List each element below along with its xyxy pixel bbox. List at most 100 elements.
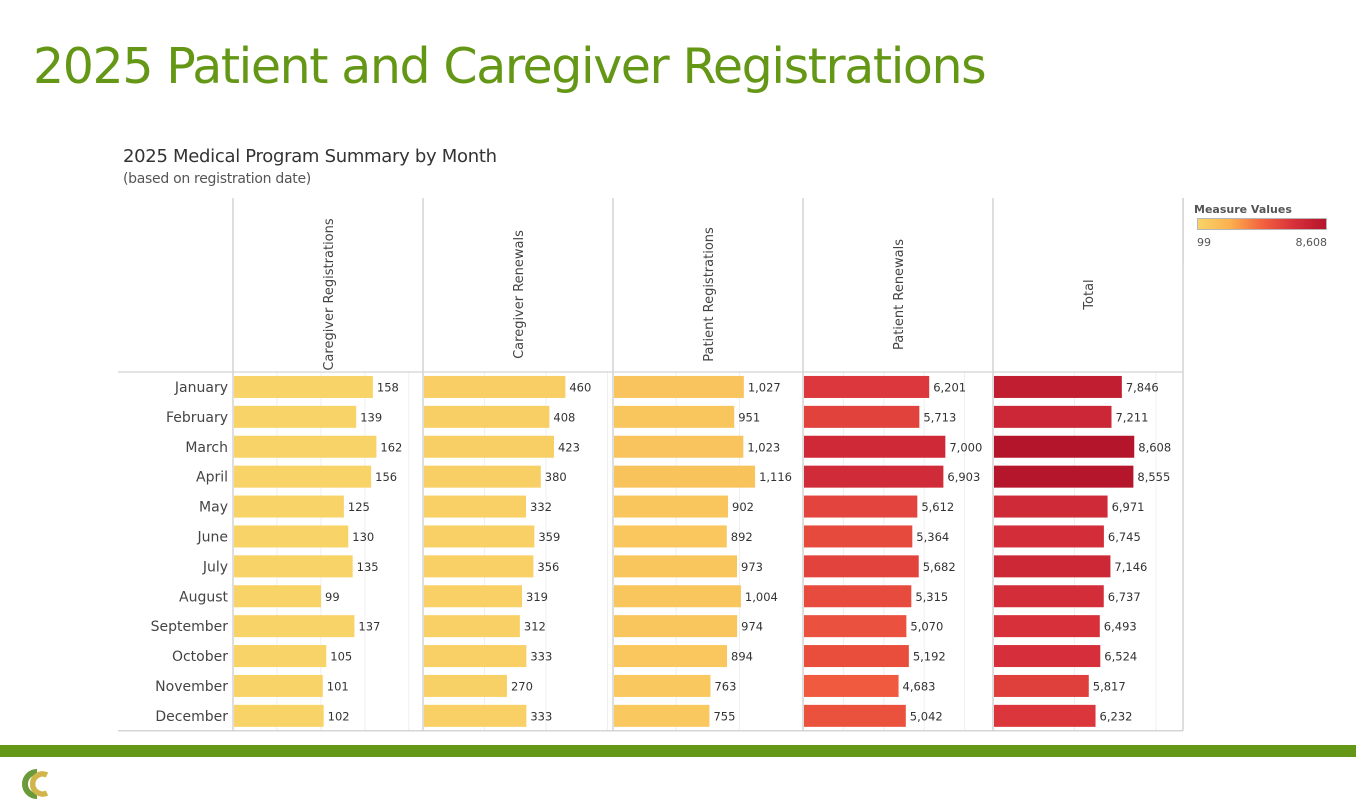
- bar: [994, 525, 1104, 548]
- data-label: 973: [741, 560, 763, 574]
- data-label: 158: [377, 380, 399, 394]
- column-header: Total: [1082, 279, 1097, 310]
- chart-subtitle: (based on registration date): [123, 171, 311, 187]
- bar: [804, 465, 944, 488]
- data-label: 5,070: [910, 620, 943, 634]
- bar: [994, 674, 1089, 697]
- data-label: 99: [325, 590, 340, 604]
- data-label: 6,737: [1108, 590, 1141, 604]
- data-label: 6,745: [1108, 530, 1141, 544]
- color-legend-gradient: [1197, 218, 1327, 230]
- bar: [234, 704, 324, 727]
- slide-title: 2025 Patient and Caregiver Registrations: [33, 38, 987, 95]
- bar: [234, 555, 353, 578]
- bar: [994, 645, 1101, 668]
- footer-band: [0, 745, 1356, 757]
- bar: [234, 375, 373, 398]
- data-label: 6,524: [1104, 650, 1137, 664]
- data-label: 7,146: [1114, 560, 1147, 574]
- bar: [804, 525, 913, 548]
- bar: [234, 645, 327, 668]
- data-label: 125: [348, 500, 370, 514]
- bar: [234, 585, 322, 608]
- bar: [424, 435, 554, 458]
- data-label: 4,683: [903, 679, 936, 693]
- bar: [614, 375, 744, 398]
- data-label: 460: [569, 380, 591, 394]
- bar: [424, 555, 534, 578]
- data-label: 5,682: [923, 560, 956, 574]
- bar: [234, 674, 323, 697]
- column-header: Caregiver Registrations: [322, 218, 337, 371]
- bar: [234, 495, 344, 518]
- data-label: 7,846: [1126, 380, 1159, 394]
- data-label: 408: [553, 410, 575, 424]
- bar: [804, 704, 906, 727]
- data-label: 1,116: [759, 470, 792, 484]
- bar: [614, 585, 741, 608]
- bar: [614, 704, 710, 727]
- bar: [994, 615, 1100, 638]
- bar: [424, 405, 550, 428]
- data-label: 951: [738, 410, 760, 424]
- data-label: 5,364: [916, 530, 949, 544]
- bar: [994, 585, 1104, 608]
- month-label: January: [174, 380, 228, 396]
- data-label: 7,211: [1115, 410, 1148, 424]
- bar: [994, 465, 1134, 488]
- data-label: 892: [731, 530, 753, 544]
- bar: [994, 555, 1111, 578]
- bar: [804, 435, 946, 458]
- month-label: September: [151, 619, 229, 635]
- data-label: 333: [530, 709, 552, 723]
- column-header: Caregiver Renewals: [512, 230, 527, 359]
- data-label: 6,232: [1100, 709, 1133, 723]
- bar: [424, 615, 520, 638]
- data-label: 319: [526, 590, 548, 604]
- data-label: 8,608: [1138, 440, 1171, 454]
- column-header: Patient Registrations: [702, 227, 717, 362]
- month-label: March: [185, 440, 228, 456]
- legend-title: Measure Values: [1194, 203, 1292, 216]
- bar: [614, 465, 756, 488]
- data-label: 130: [352, 530, 374, 544]
- bar: [234, 525, 349, 548]
- data-label: 139: [360, 410, 382, 424]
- data-label: 356: [537, 560, 559, 574]
- data-label: 423: [558, 440, 580, 454]
- bar: [804, 555, 919, 578]
- data-label: 333: [530, 650, 552, 664]
- bar: [804, 674, 899, 697]
- bar: [614, 405, 735, 428]
- data-label: 332: [530, 500, 552, 514]
- data-label: 974: [741, 620, 763, 634]
- bar: [804, 585, 912, 608]
- bar: [614, 615, 738, 638]
- legend-max-label: 8,608: [1295, 236, 1328, 249]
- chart-title: 2025 Medical Program Summary by Month: [123, 146, 497, 167]
- data-label: 137: [358, 620, 380, 634]
- data-label: 1,023: [747, 440, 780, 454]
- bar: [994, 405, 1112, 428]
- bar: [614, 495, 729, 518]
- month-label: August: [179, 589, 229, 605]
- data-label: 105: [330, 650, 352, 664]
- bar: [614, 555, 738, 578]
- bar: [234, 615, 355, 638]
- legend-divider: [1183, 198, 1184, 264]
- data-label: 5,612: [921, 500, 954, 514]
- bar: [804, 405, 920, 428]
- bar: [424, 375, 566, 398]
- data-label: 135: [357, 560, 379, 574]
- data-label: 162: [380, 440, 402, 454]
- month-label: April: [196, 470, 228, 486]
- bar: [614, 674, 711, 697]
- data-label: 270: [511, 679, 533, 693]
- data-label: 894: [731, 650, 753, 664]
- data-label: 5,192: [913, 650, 946, 664]
- data-label: 5,042: [910, 709, 943, 723]
- month-label: November: [155, 679, 228, 695]
- bar: [424, 585, 523, 608]
- bar: [804, 615, 907, 638]
